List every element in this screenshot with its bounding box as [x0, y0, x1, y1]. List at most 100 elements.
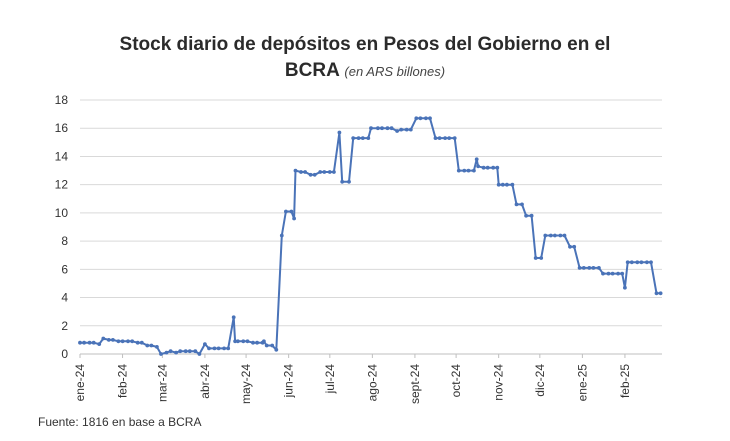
data-point [87, 340, 92, 345]
data-point [351, 136, 356, 141]
y-tick-label: 8 [61, 234, 68, 248]
data-point [274, 347, 279, 352]
chart-title: Stock diario de depósitos en Pesos del G… [119, 34, 611, 55]
data-point [322, 170, 327, 174]
data-point [577, 266, 582, 270]
data-point [568, 244, 572, 249]
data-point [245, 339, 250, 344]
data-point [587, 266, 592, 270]
data-point [610, 271, 615, 276]
data-point [625, 260, 630, 265]
data-point [241, 339, 246, 344]
x-tick-label: jun-24 [282, 364, 296, 399]
data-point [591, 266, 596, 270]
data-point [629, 260, 634, 265]
data-point [116, 339, 121, 344]
data-point [447, 136, 452, 141]
data-point [635, 260, 640, 265]
y-tick-label: 10 [55, 206, 69, 220]
x-axis: ene-24 feb-24 mar-24 abr-24 may-24 jun-24 jul-… [73, 353, 662, 404]
data-point [289, 209, 294, 214]
data-point [233, 339, 238, 344]
source-note: Fuente: 1816 en base a BCRA [38, 415, 202, 429]
y-tick-label: 4 [61, 291, 68, 305]
data-point [389, 126, 394, 131]
data-point [606, 271, 611, 276]
data-point [340, 179, 345, 184]
data-point [111, 338, 115, 342]
data-point [616, 271, 620, 276]
data-point [222, 346, 227, 351]
data-point [520, 202, 524, 207]
data-point [529, 213, 534, 218]
data-point [159, 352, 163, 356]
y-tick-label: 6 [61, 262, 68, 276]
data-point [155, 345, 159, 349]
data-point [428, 116, 432, 121]
data-point [581, 266, 586, 270]
data-point [183, 349, 188, 354]
data-point [385, 126, 390, 131]
y-tick-label: 0 [61, 347, 68, 361]
data-point [495, 165, 500, 170]
data-point [312, 172, 317, 177]
chart-title-line2: BCRA (en ARS billones) [0, 60, 730, 82]
data-point [279, 233, 284, 238]
data-point [452, 136, 457, 141]
data-point [262, 339, 266, 344]
data-point [380, 126, 384, 131]
x-tick-label: feb-24 [116, 364, 130, 398]
data-point [505, 182, 509, 187]
data-point [347, 179, 351, 184]
data-point [126, 339, 130, 344]
data-point [418, 116, 423, 121]
y-tick-label: 12 [55, 178, 69, 192]
x-tick-label: feb-25 [618, 364, 632, 398]
data-point [639, 260, 644, 265]
x-tick-label: ene-25 [575, 364, 589, 402]
chart-unit: (en ARS billones) [344, 64, 446, 79]
data-point [466, 168, 471, 173]
x-tick-label: mar-24 [155, 364, 169, 402]
data-point [500, 182, 505, 187]
data-point [168, 349, 173, 354]
y-tick-label: 18 [55, 93, 69, 107]
data-point [356, 136, 361, 141]
data-point [101, 336, 106, 341]
data-point [299, 170, 303, 174]
data-point [462, 168, 467, 173]
data-point [308, 172, 313, 177]
data-point [178, 349, 183, 354]
data-point [226, 346, 231, 351]
data-point [476, 164, 480, 169]
data-point [149, 343, 154, 348]
data-point [456, 168, 461, 173]
plot-area [78, 116, 663, 356]
data-point [187, 349, 192, 354]
data-point [472, 168, 476, 173]
data-point [174, 350, 179, 355]
data-point [658, 291, 663, 296]
data-point [474, 157, 479, 162]
data-point [649, 260, 653, 265]
data-point [620, 271, 625, 276]
data-point [572, 244, 577, 249]
data-point [562, 233, 567, 238]
data-point [623, 285, 627, 290]
data-point [539, 256, 544, 260]
data-point [216, 346, 221, 351]
data-point [91, 340, 96, 345]
data-point [292, 216, 296, 221]
data-point [437, 136, 442, 141]
data-point [164, 350, 169, 355]
x-tick-label: dic-24 [533, 364, 547, 397]
data-point [270, 343, 275, 348]
data-point [366, 136, 371, 141]
data-point [284, 209, 288, 214]
data-point [395, 129, 399, 133]
data-point [193, 349, 198, 354]
data-point [327, 170, 332, 174]
x-tick-label: nov-24 [492, 364, 506, 401]
data-point [601, 271, 605, 276]
